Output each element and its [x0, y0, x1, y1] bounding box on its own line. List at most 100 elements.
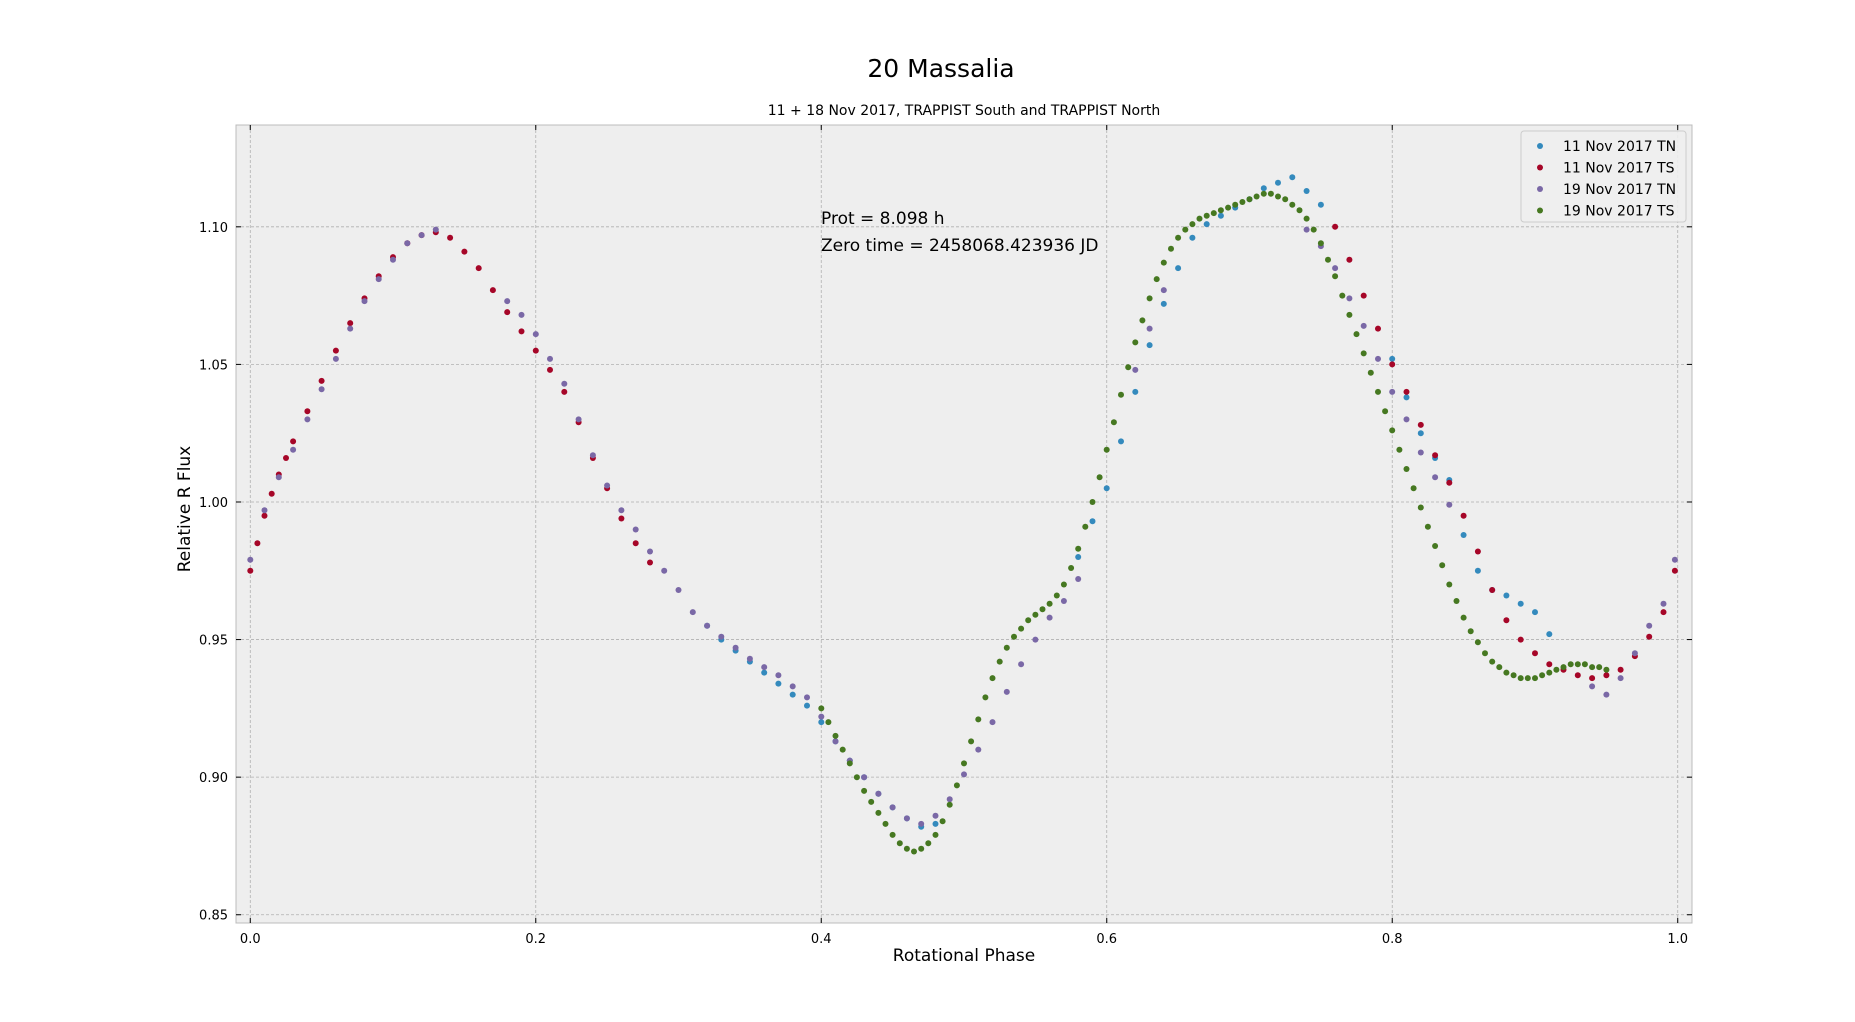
y-axis-label: Relative R Flux [175, 446, 195, 573]
x-tick-label: 0.8 [1382, 932, 1403, 947]
y-tick-label: 1.10 [199, 221, 228, 236]
data-point [618, 515, 625, 522]
data-point [675, 587, 682, 593]
data-point [1432, 474, 1439, 481]
data-point [561, 388, 568, 395]
data-point [1589, 675, 1596, 682]
y-tick-label: 0.95 [199, 634, 228, 649]
x-axis-label: Rotational Phase [893, 946, 1035, 966]
data-point [1089, 499, 1096, 505]
y-tick-label: 1.00 [199, 496, 228, 511]
data-point [589, 452, 596, 459]
data-point [261, 512, 268, 519]
data-point [561, 380, 568, 387]
data-point [1303, 215, 1310, 222]
x-tick-label: 0.4 [811, 932, 832, 947]
data-point [1146, 295, 1153, 302]
data-point [1403, 416, 1410, 423]
data-point [504, 298, 511, 305]
x-tick-label: 0.0 [240, 932, 261, 947]
data-point [1132, 366, 1139, 373]
data-point [1671, 567, 1678, 574]
data-point [1382, 408, 1389, 415]
data-point [1560, 664, 1567, 671]
data-point [632, 526, 639, 533]
data-point [1517, 600, 1524, 607]
y-tick-label: 1.05 [199, 358, 228, 373]
data-point [532, 331, 539, 338]
data-point [804, 694, 810, 701]
data-point [775, 680, 782, 687]
data-point [1146, 342, 1153, 349]
data-point [832, 732, 839, 739]
data-point [1217, 212, 1224, 219]
data-point [418, 232, 425, 239]
data-point [1039, 606, 1046, 613]
data-point [1289, 174, 1296, 181]
data-point [661, 567, 668, 574]
data-point [618, 507, 625, 514]
data-point [1018, 625, 1025, 632]
data-point [925, 840, 932, 847]
data-point [1103, 485, 1110, 492]
data-point [1346, 295, 1353, 302]
data-point [1417, 449, 1424, 456]
data-point [1060, 581, 1067, 588]
data-point [1660, 600, 1667, 607]
data-point [1389, 427, 1396, 434]
data-point [647, 548, 653, 555]
data-point [1403, 388, 1410, 395]
data-point [1125, 364, 1132, 371]
data-point [1096, 474, 1103, 481]
data-point [1503, 669, 1510, 676]
data-point [775, 672, 782, 679]
data-point [1210, 210, 1217, 217]
data-point [1403, 394, 1410, 401]
data-point [1217, 207, 1224, 214]
data-point [1239, 199, 1246, 205]
data-point [1410, 485, 1417, 492]
data-point [932, 820, 939, 827]
data-point [290, 438, 297, 445]
legend-label: 11 Nov 2017 TS [1563, 161, 1675, 177]
data-point [1567, 661, 1574, 668]
legend-label: 19 Nov 2017 TN [1563, 182, 1676, 198]
data-point [268, 490, 275, 497]
data-point [1146, 325, 1153, 332]
data-point [911, 848, 917, 855]
series-2 [247, 226, 1678, 827]
data-point [1453, 598, 1460, 604]
data-point [1389, 361, 1396, 368]
data-point [532, 347, 539, 354]
data-point [1617, 675, 1624, 682]
data-point [1389, 355, 1396, 362]
data-point [1160, 259, 1167, 266]
data-point [1446, 501, 1453, 508]
data-point [347, 325, 354, 332]
data-point [1439, 562, 1446, 569]
data-point [1118, 391, 1124, 398]
chart-subtitle: 11 + 18 Nov 2017, TRAPPIST South and TRA… [768, 103, 1160, 119]
data-point [1375, 388, 1381, 395]
data-point [1446, 479, 1453, 486]
data-point [1432, 452, 1439, 459]
data-point [1446, 581, 1453, 588]
data-point [1168, 245, 1174, 252]
data-point [1260, 190, 1267, 197]
x-tick-label: 1.0 [1667, 932, 1688, 947]
legend: 11 Nov 2017 TN 11 Nov 2017 TS 19 Nov 2017 … [1520, 130, 1687, 223]
data-point [283, 455, 289, 461]
period-annotation: Prot = 8.098 h [821, 209, 945, 229]
data-point [518, 328, 525, 335]
data-point [896, 840, 903, 847]
data-point [1603, 691, 1610, 698]
data-point [1310, 226, 1317, 233]
data-point [361, 298, 368, 305]
data-point [1489, 658, 1496, 665]
data-point [1046, 614, 1053, 621]
data-point [1617, 666, 1624, 673]
data-point [1060, 598, 1067, 604]
data-point [604, 482, 611, 489]
data-point [1460, 614, 1467, 621]
data-point [918, 845, 925, 852]
